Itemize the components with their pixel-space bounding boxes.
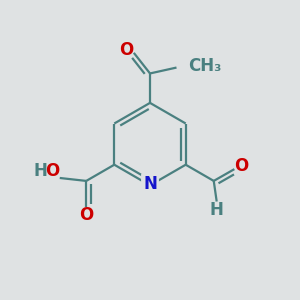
Text: O: O [235,157,249,175]
Text: O: O [45,163,59,181]
Text: CH₃: CH₃ [188,57,222,75]
Text: O: O [79,206,93,224]
Text: N: N [143,175,157,193]
Text: H: H [210,201,224,219]
Text: O: O [119,41,134,59]
Text: H: H [34,163,47,181]
